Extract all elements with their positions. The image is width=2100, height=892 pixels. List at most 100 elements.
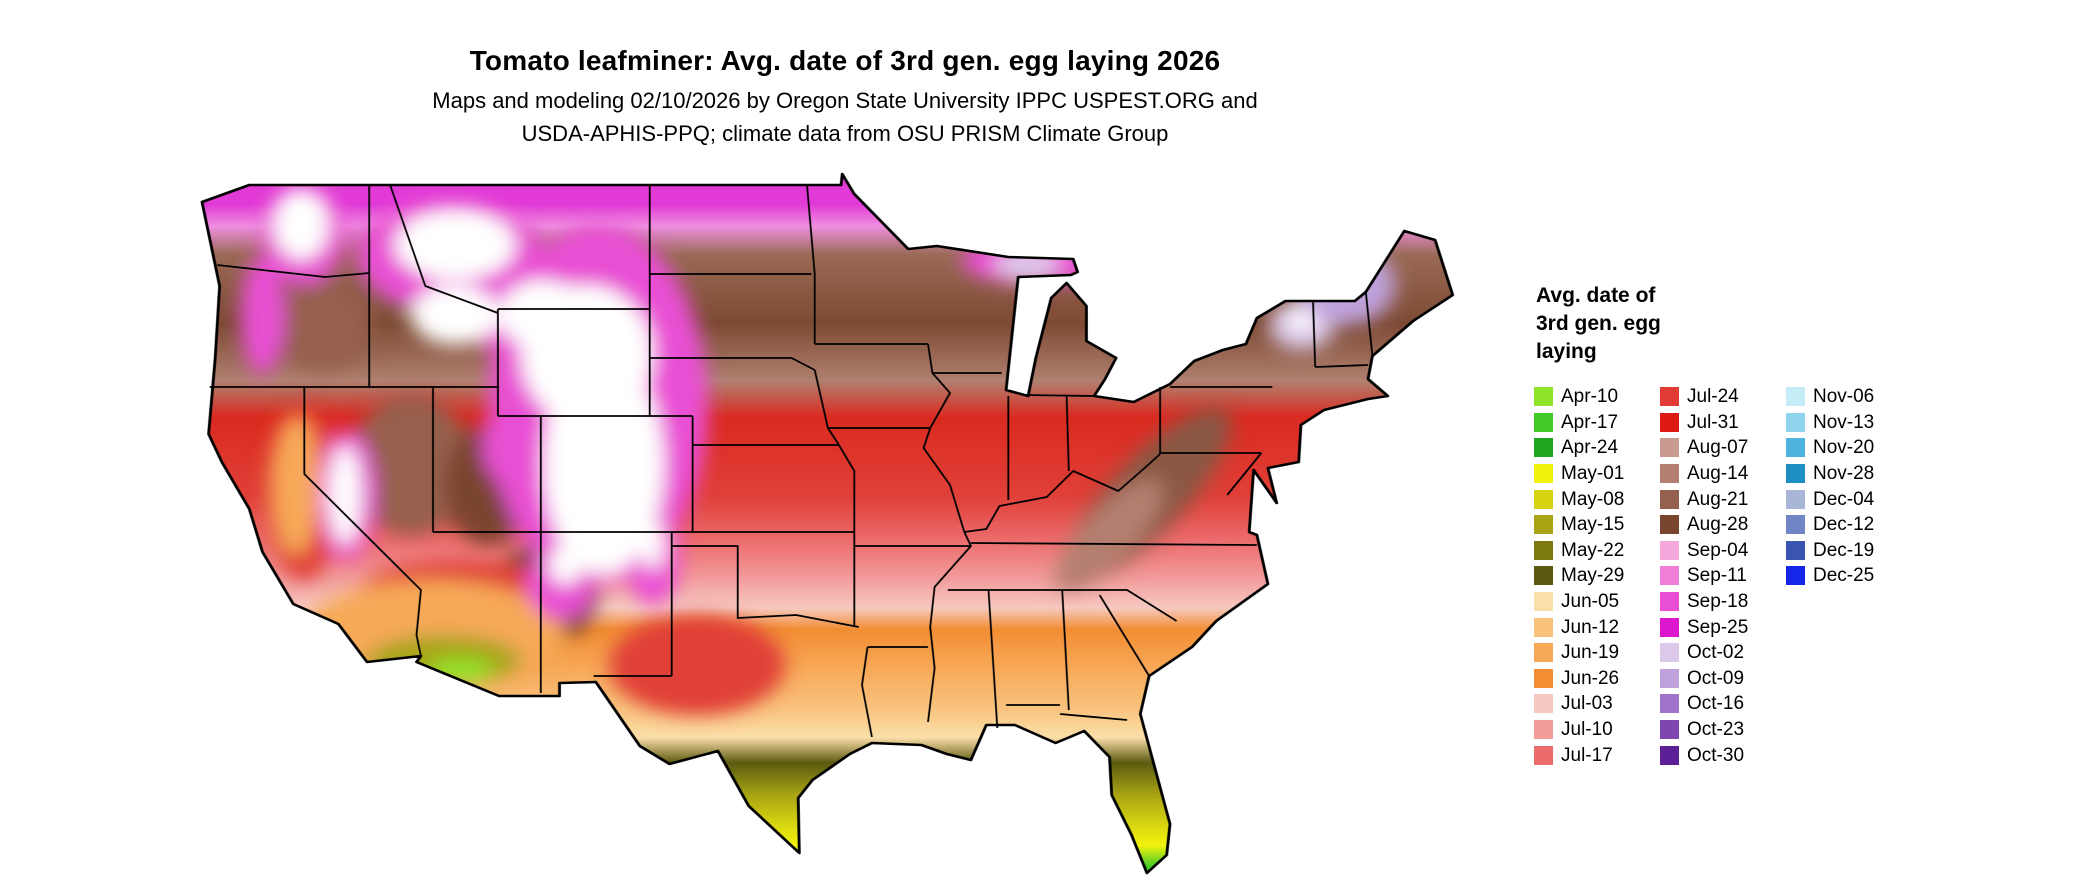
legend-item: Nov-06 xyxy=(1786,387,1912,407)
legend-label: Oct-16 xyxy=(1687,693,1745,715)
legend-label: Jun-19 xyxy=(1561,642,1620,664)
legend-title-line-3: laying xyxy=(1536,340,1597,363)
legend-item: May-01 xyxy=(1534,464,1660,484)
legend-label: May-22 xyxy=(1561,539,1625,561)
legend-label: Aug-14 xyxy=(1687,463,1749,485)
legend-swatch xyxy=(1660,643,1679,663)
legend-swatch xyxy=(1660,464,1679,484)
legend-label: Jul-17 xyxy=(1561,744,1613,766)
legend-swatch xyxy=(1660,566,1679,586)
legend-label: Sep-25 xyxy=(1687,616,1749,638)
legend-title-line-2: 3rd gen. egg xyxy=(1536,312,1661,335)
legend-label: Oct-09 xyxy=(1687,667,1745,689)
legend-item: Nov-20 xyxy=(1786,438,1912,458)
legend-column: Jul-24 Jul-31 Aug-07 Aug-14 Aug-21 Aug-28 Sep-… xyxy=(1660,387,1786,771)
legend-swatch xyxy=(1534,592,1553,612)
legend-swatch xyxy=(1534,643,1553,663)
legend-swatch xyxy=(1534,464,1553,484)
legend-swatch xyxy=(1660,720,1679,740)
legend-item: Oct-02 xyxy=(1660,643,1786,663)
legend-item: Nov-13 xyxy=(1786,411,1912,433)
legend-item: Aug-14 xyxy=(1660,464,1786,484)
legend-item: Oct-09 xyxy=(1660,667,1786,689)
legend-label: Oct-02 xyxy=(1687,642,1745,664)
legend-swatch xyxy=(1534,438,1553,458)
legend-label: Jul-31 xyxy=(1687,411,1739,433)
figure-subtitle: Maps and modeling 02/10/2026 by Oregon S… xyxy=(0,84,1690,150)
legend-label: Nov-28 xyxy=(1813,463,1875,485)
legend-swatch xyxy=(1660,515,1679,535)
legend-swatch xyxy=(1660,668,1679,688)
legend-swatch xyxy=(1786,540,1805,560)
legend-swatch xyxy=(1660,745,1679,765)
legend-item: Jul-03 xyxy=(1534,694,1660,714)
us-map-svg xyxy=(200,172,1455,875)
legend-label: Jun-12 xyxy=(1561,616,1620,638)
legend-label: Jul-03 xyxy=(1561,693,1613,715)
legend-swatch xyxy=(1534,566,1553,586)
legend-item: Oct-23 xyxy=(1660,720,1786,740)
legend-label: Oct-30 xyxy=(1687,744,1745,766)
legend-item: Aug-28 xyxy=(1660,515,1786,535)
legend-swatch xyxy=(1534,694,1553,714)
legend-swatch xyxy=(1534,387,1553,407)
legend-swatch xyxy=(1660,694,1679,714)
legend-swatch xyxy=(1534,668,1553,688)
legend-column: Nov-06 Nov-13 Nov-20 Nov-28 Dec-04 Dec-12 Dec-… xyxy=(1786,387,1912,592)
legend-swatch xyxy=(1660,412,1679,432)
legend-swatch xyxy=(1534,489,1553,509)
legend-swatch xyxy=(1786,515,1805,535)
legend-item: Jun-12 xyxy=(1534,617,1660,637)
state-boundaries xyxy=(210,185,1373,737)
legend-swatch xyxy=(1660,617,1679,637)
legend-label: Apr-24 xyxy=(1561,437,1619,459)
legend-swatch xyxy=(1660,592,1679,612)
legend-label: Apr-10 xyxy=(1561,386,1619,408)
legend-label: Dec-25 xyxy=(1813,565,1875,587)
legend-swatch xyxy=(1534,720,1553,740)
legend-label: Aug-07 xyxy=(1687,437,1749,459)
legend-label: Jul-24 xyxy=(1687,386,1739,408)
map-layers xyxy=(200,172,1455,875)
legend-swatch xyxy=(1660,387,1679,407)
legend-label: Apr-17 xyxy=(1561,411,1619,433)
legend-item: Sep-25 xyxy=(1660,617,1786,637)
legend-swatch xyxy=(1534,617,1553,637)
legend-title: Avg. date of 3rd gen. egg laying xyxy=(1536,282,2094,366)
subtitle-line-1: Maps and modeling 02/10/2026 by Oregon S… xyxy=(432,88,1258,113)
legend-swatch xyxy=(1534,412,1553,432)
legend-item: Aug-21 xyxy=(1660,489,1786,509)
legend-swatch xyxy=(1786,464,1805,484)
legend-swatch xyxy=(1786,387,1805,407)
legend-title-line-1: Avg. date of xyxy=(1536,284,1656,307)
legend-item: Dec-12 xyxy=(1786,515,1912,535)
legend-swatch xyxy=(1660,489,1679,509)
figure-title: Tomato leafminer: Avg. date of 3rd gen. … xyxy=(469,44,1221,76)
legend-item: Sep-04 xyxy=(1660,539,1786,561)
legend-label: Sep-11 xyxy=(1687,565,1747,587)
legend-label: Dec-12 xyxy=(1813,514,1875,536)
legend-item: Oct-30 xyxy=(1660,745,1786,765)
legend-item: May-22 xyxy=(1534,539,1660,561)
legend-column: Apr-10 Apr-17 Apr-24 May-01 May-08 May-15 May-… xyxy=(1534,387,1660,771)
legend-label: Dec-04 xyxy=(1813,488,1875,510)
legend-label: May-08 xyxy=(1561,488,1625,510)
legend-label: Sep-04 xyxy=(1687,539,1749,561)
legend-item: Apr-17 xyxy=(1534,411,1660,433)
subtitle-line-2: USDA-APHIS-PPQ; climate data from OSU PR… xyxy=(521,121,1169,146)
legend-label: Sep-18 xyxy=(1687,591,1749,613)
legend-label: Nov-13 xyxy=(1813,411,1875,433)
legend-swatch xyxy=(1786,412,1805,432)
legend-label: Nov-20 xyxy=(1813,437,1875,459)
legend-item: May-08 xyxy=(1534,489,1660,509)
legend-item: Sep-11 xyxy=(1660,566,1786,586)
legend-swatch xyxy=(1660,438,1679,458)
legend-label: Jul-10 xyxy=(1561,719,1613,741)
legend-item: Apr-24 xyxy=(1534,438,1660,458)
legend-swatch xyxy=(1786,489,1805,509)
legend-item: May-29 xyxy=(1534,566,1660,586)
legend-columns: Apr-10 Apr-17 Apr-24 May-01 May-08 May-15 May-… xyxy=(1534,387,2094,771)
legend-item: Jun-26 xyxy=(1534,668,1660,689)
legend-item: Oct-16 xyxy=(1660,694,1786,714)
